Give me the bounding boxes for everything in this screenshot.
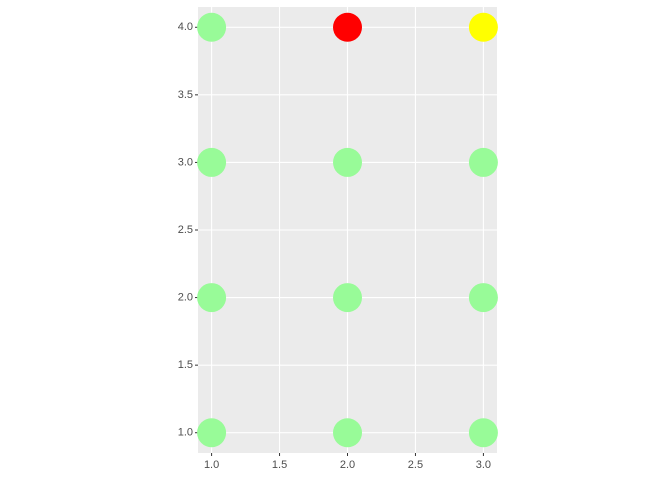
y-tick-label: 1.0 [178,427,193,439]
x-tick-label: 1.0 [204,459,219,471]
y-tick-label: 3.5 [178,89,193,101]
point [468,418,498,448]
point [197,12,227,42]
y-tick-label: 2.0 [178,291,193,303]
point [468,283,498,313]
point [468,147,498,177]
point [468,12,498,42]
point [197,418,227,448]
point [333,283,362,313]
y-tick-label: 2.5 [178,224,193,236]
point [333,12,362,42]
x-tick-label: 3.0 [476,459,491,471]
point [197,283,227,313]
point [333,147,362,177]
y-tick-label: 1.5 [178,359,193,371]
point [333,418,362,448]
point [197,147,227,177]
y-tick-label: 3.0 [178,156,193,168]
x-tick-label: 2.0 [340,459,355,471]
x-tick-label: 2.5 [408,459,423,471]
y-tick-label: 4.0 [178,21,193,33]
x-tick-label: 1.5 [272,459,287,471]
